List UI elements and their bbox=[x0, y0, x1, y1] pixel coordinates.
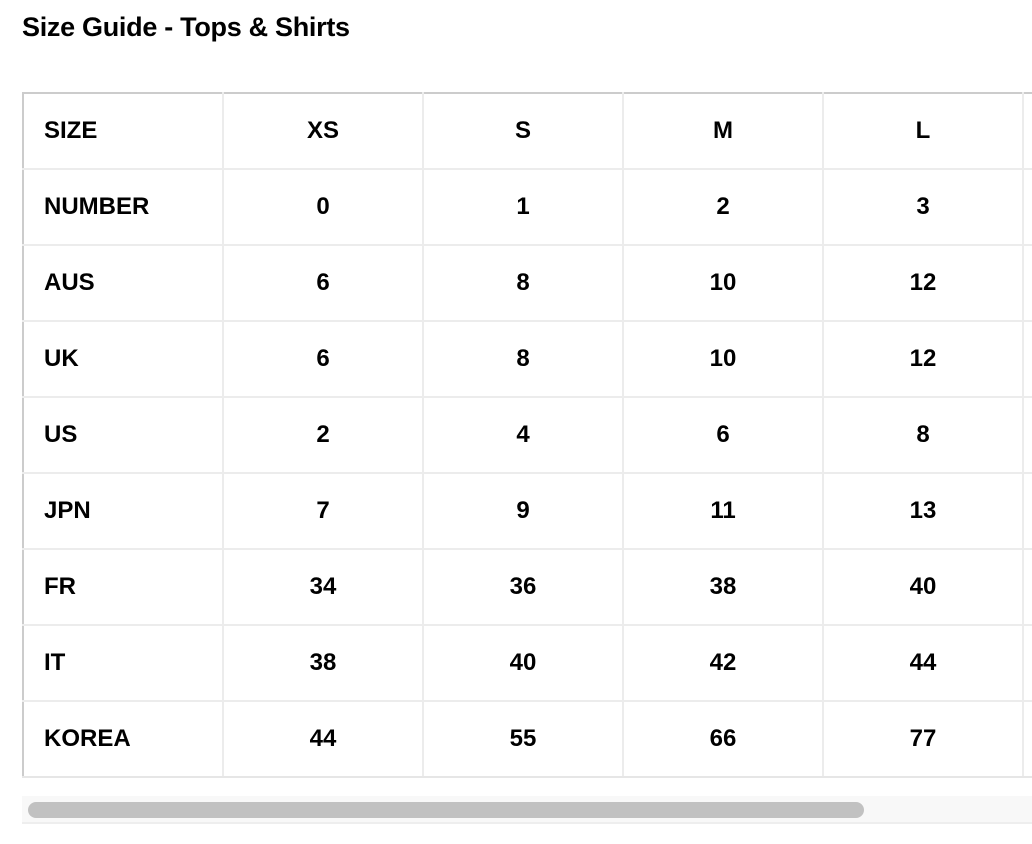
table-cell bbox=[1023, 625, 1032, 702]
table-cell: 2 bbox=[623, 169, 824, 246]
table-row: JPN 7 9 11 13 bbox=[23, 473, 1032, 550]
table-cell: 4 bbox=[423, 397, 624, 474]
row-label: SIZE bbox=[23, 93, 224, 170]
horizontal-scrollbar[interactable] bbox=[22, 796, 1032, 824]
row-label: FR bbox=[23, 549, 224, 626]
table-row: US 2 4 6 8 bbox=[23, 397, 1032, 474]
row-label: US bbox=[23, 397, 224, 474]
table-row: AUS 6 8 10 12 bbox=[23, 245, 1032, 322]
table-cell: S bbox=[423, 93, 624, 170]
row-label: JPN bbox=[23, 473, 224, 550]
table-cell: 6 bbox=[623, 397, 824, 474]
table-cell: 34 bbox=[223, 549, 424, 626]
table-cell: 1 bbox=[423, 169, 624, 246]
table-cell bbox=[1023, 169, 1032, 246]
table-cell: 38 bbox=[223, 625, 424, 702]
row-label: IT bbox=[23, 625, 224, 702]
table-cell: 0 bbox=[223, 169, 424, 246]
table-cell bbox=[1023, 397, 1032, 474]
table-cell: 44 bbox=[223, 701, 424, 778]
row-label: AUS bbox=[23, 245, 224, 322]
table-cell: 11 bbox=[623, 473, 824, 550]
table-cell bbox=[1023, 701, 1032, 778]
table-cell: 38 bbox=[623, 549, 824, 626]
table-cell: 44 bbox=[823, 625, 1024, 702]
table-cell: 7 bbox=[223, 473, 424, 550]
table-cell: XS bbox=[223, 93, 424, 170]
row-label: KOREA bbox=[23, 701, 224, 778]
table-row: UK 6 8 10 12 bbox=[23, 321, 1032, 398]
table-cell: M bbox=[623, 93, 824, 170]
table-cell: 40 bbox=[823, 549, 1024, 626]
table-cell: 6 bbox=[223, 321, 424, 398]
table-cell bbox=[1023, 473, 1032, 550]
table-cell: 36 bbox=[423, 549, 624, 626]
table-cell: 6 bbox=[223, 245, 424, 322]
table-cell: 12 bbox=[823, 245, 1024, 322]
scrollbar-thumb[interactable] bbox=[28, 802, 864, 818]
table-row: NUMBER 0 1 2 3 bbox=[23, 169, 1032, 246]
table-row: IT 38 40 42 44 bbox=[23, 625, 1032, 702]
table-cell: 2 bbox=[223, 397, 424, 474]
size-table: SIZE XS S M L NUMBER 0 1 2 3 AUS 6 8 10 12 UK 6 8 10 12 US 2 4… bbox=[22, 92, 1032, 778]
table-cell: 55 bbox=[423, 701, 624, 778]
table-cell: 40 bbox=[423, 625, 624, 702]
table-cell bbox=[1023, 245, 1032, 322]
table-cell: 42 bbox=[623, 625, 824, 702]
table-cell: 77 bbox=[823, 701, 1024, 778]
row-label: UK bbox=[23, 321, 224, 398]
table-cell: L bbox=[823, 93, 1024, 170]
size-table-container[interactable]: SIZE XS S M L NUMBER 0 1 2 3 AUS 6 8 10 12 UK 6 8 10 12 US 2 4… bbox=[22, 92, 1032, 823]
table-cell bbox=[1023, 549, 1032, 626]
table-cell: 66 bbox=[623, 701, 824, 778]
page-title: Size Guide - Tops & Shirts bbox=[22, 12, 350, 42]
table-cell: 12 bbox=[823, 321, 1024, 398]
table-cell: 8 bbox=[423, 245, 624, 322]
table-cell: 3 bbox=[823, 169, 1024, 246]
table-cell: 8 bbox=[823, 397, 1024, 474]
table-row: KOREA 44 55 66 77 bbox=[23, 701, 1032, 778]
row-label: NUMBER bbox=[23, 169, 224, 246]
table-cell bbox=[1023, 321, 1032, 398]
table-cell: 8 bbox=[423, 321, 624, 398]
table-cell: 10 bbox=[623, 245, 824, 322]
table-cell: 13 bbox=[823, 473, 1024, 550]
table-cell bbox=[1023, 93, 1032, 170]
table-cell: 10 bbox=[623, 321, 824, 398]
table-cell: 9 bbox=[423, 473, 624, 550]
table-header-row: SIZE XS S M L bbox=[23, 93, 1032, 170]
table-row: FR 34 36 38 40 bbox=[23, 549, 1032, 626]
